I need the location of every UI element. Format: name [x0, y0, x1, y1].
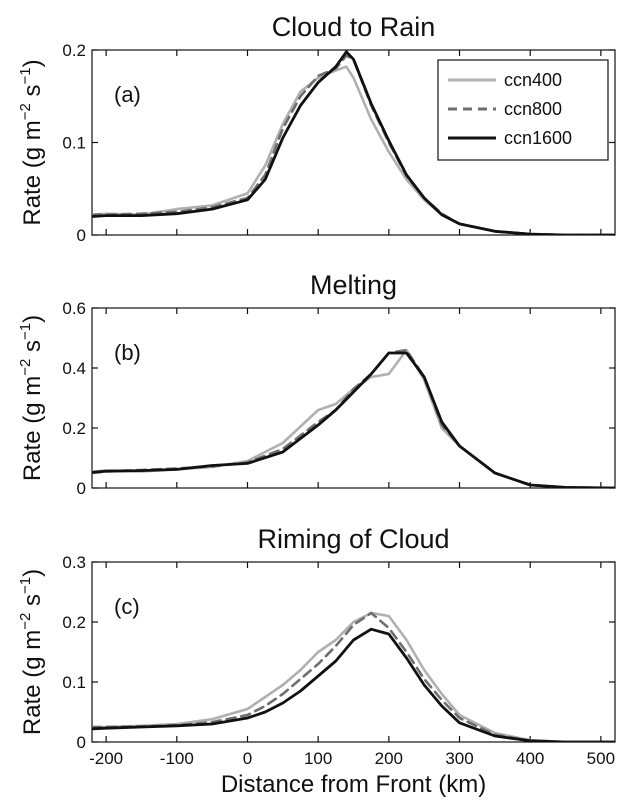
y-axis-label: Rate (g m−2 s−1)	[17, 315, 46, 481]
plot-frame	[91, 561, 616, 743]
y-tick-label: 0.2	[62, 613, 86, 632]
series-line-ccn1600	[92, 351, 615, 488]
x-tick-label: 0	[243, 749, 252, 768]
plot-frame	[91, 307, 616, 489]
panel-letter: (a)	[114, 82, 141, 107]
y-axis-label-exp: −2	[17, 359, 34, 376]
y-axis-label-exp: −2	[17, 613, 34, 630]
x-tick-label: 400	[516, 749, 544, 768]
y-tick-label: 0.3	[62, 553, 86, 572]
y-tick-label: 0.2	[62, 41, 86, 60]
y-axis-label-text: Rate (g m	[19, 120, 46, 225]
y-axis-label: Rate (g m−2 s−1)	[17, 569, 46, 735]
series-line-ccn400	[92, 348, 615, 488]
y-tick-label: 0.2	[62, 419, 86, 438]
panel-title: Riming of Cloud	[257, 524, 449, 554]
series-line-ccn1600	[92, 50, 615, 235]
panel-1: Melting 0 0.2 0.4 0.6 Rate (g m−2 s−1) (b)	[17, 270, 616, 498]
x-tick-label: 200	[375, 749, 403, 768]
y-axis-label-text: )	[19, 59, 46, 67]
y-axis-label-text: s	[19, 84, 46, 103]
y-axis-label: Rate (g m−2 s−1)	[17, 59, 46, 225]
y-tick-label: 0	[77, 479, 86, 498]
series-line-ccn1600	[92, 627, 615, 742]
y-tick-label: 0.1	[62, 134, 86, 153]
y-axis-label-text: Rate (g m	[19, 376, 46, 481]
y-tick-label: 0.4	[62, 359, 86, 378]
x-tick-label: -100	[160, 749, 194, 768]
x-tick-label: 100	[304, 749, 332, 768]
x-axis-label: Distance from Front (km)	[221, 771, 486, 798]
legend-label: ccn400	[504, 70, 562, 90]
y-axis-label-text: s	[19, 594, 46, 613]
y-axis-label-text: )	[19, 569, 46, 577]
panel-title: Melting	[310, 270, 397, 300]
panel-letter: (b)	[114, 340, 141, 365]
x-tick-label: -200	[89, 749, 123, 768]
legend: ccn400 ccn800 ccn1600	[437, 59, 609, 161]
panel-letter: (c)	[114, 594, 140, 619]
series-line-ccn800	[92, 611, 615, 742]
y-axis-label-text: s	[19, 340, 46, 359]
y-tick-label: 0	[77, 733, 86, 752]
y-tick-label: 0.1	[62, 673, 86, 692]
x-tick-label: 300	[445, 749, 473, 768]
y-axis-label-text: )	[19, 315, 46, 323]
y-tick-label: 0.6	[62, 299, 86, 318]
y-tick-label: 0	[77, 226, 86, 245]
x-tick-label: 500	[587, 749, 615, 768]
y-axis-label-exp: −1	[17, 323, 34, 340]
series-line-ccn800	[92, 348, 615, 488]
panel-2: Riming of Cloud 0 0.1 0.2 0.3 -200 -100 0 100 200…	[17, 524, 616, 768]
legend-label: ccn800	[504, 99, 562, 119]
y-axis-label-text: Rate (g m	[19, 630, 46, 735]
panel-title: Cloud to Rain	[272, 12, 436, 42]
legend-label: ccn1600	[504, 128, 572, 148]
y-axis-label-exp: −2	[17, 103, 34, 120]
y-axis-label-exp: −1	[17, 577, 34, 594]
panel-0: Cloud to Rain 0 0.1 0.2 Rate (g m−2 s−1) (a) c…	[17, 12, 616, 245]
y-axis-label-exp: −1	[17, 67, 34, 84]
series-line-ccn400	[92, 611, 615, 742]
